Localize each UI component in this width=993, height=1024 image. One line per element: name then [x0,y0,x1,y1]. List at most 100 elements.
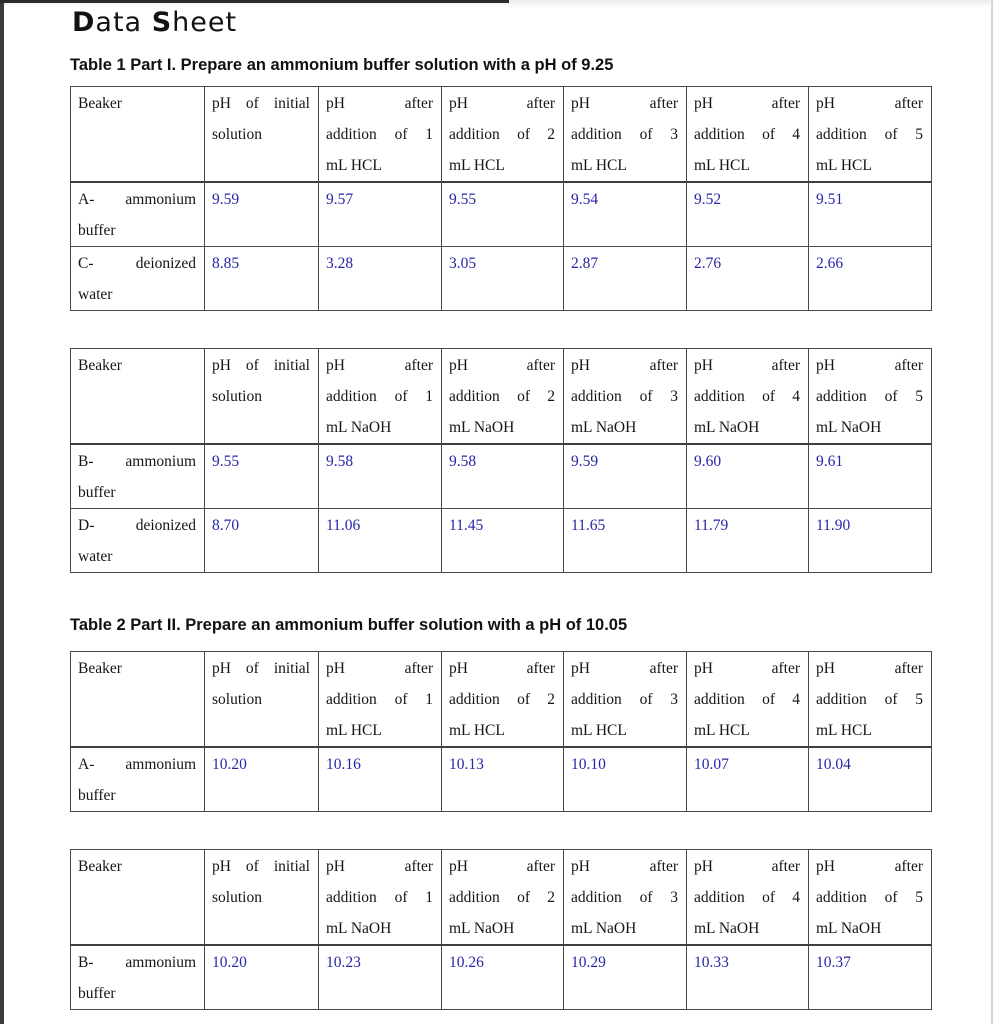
cell-text: after [404,660,433,677]
cell-line: pH after [694,350,800,381]
cell-text: pH [694,660,713,677]
cell-line: addition of 4 [694,882,800,913]
cell-text: C- [78,255,94,272]
header-cell: pH after addition of 2 mL HCL [441,651,564,748]
cell-text: Beaker [78,858,122,875]
table-section: Table 2 Part II. Prepare an ammonium buf… [70,616,932,1010]
ph-value: 11.06 [326,517,361,534]
cell-text: addition [816,889,867,906]
header-cell: pH after addition of 5 mL HCL [808,86,932,183]
cell-line: mL HCL [326,150,433,181]
header-cell: pH after addition of 3 mL NaOH [563,849,687,946]
cell-text: of [639,126,653,143]
cell-line: mL NaOH [326,412,433,443]
cell-line: addition of 5 [816,684,923,715]
cell-text: Beaker [78,660,122,677]
header-cell: Beaker [70,651,205,748]
cell-text: ammonium [125,954,196,971]
page-title: Data Sheet [72,6,931,40]
cell-line: addition of 3 [571,119,678,150]
header-cell: pH after addition of 1 mL HCL [318,86,442,183]
cell-line: addition of 1 [326,882,433,913]
cell-text: mL HCL [571,722,627,739]
cell-text: after [771,357,800,374]
cell-text: 5 [915,889,923,906]
page-top-fade [0,0,993,8]
cell-text: ammonium [125,453,196,470]
cell-text: 3 [670,889,678,906]
cell-text: solution [212,126,262,143]
cell-text: addition [694,691,745,708]
cell-line: pH after [816,851,923,882]
cell-line: C-deionized [78,248,196,279]
cell-text: 3 [670,126,678,143]
cell-line: pH after [571,88,678,119]
cell-text: addition [449,691,500,708]
cell-text: mL NaOH [326,419,392,436]
cell-text: pH [326,95,345,112]
cell-text: 1 [425,889,433,906]
cell-line: mL NaOH [326,913,433,944]
ph-value-cell: 11.65 [563,508,687,573]
top-edge-bar [0,0,509,3]
cell-text: pH [571,357,590,374]
cell-text: mL NaOH [694,419,760,436]
cell-text: after [649,660,678,677]
ph-value-cell: 9.55 [204,443,319,509]
cell-text: mL HCL [449,722,505,739]
cell-text: 5 [915,388,923,405]
cell-text: pH [449,357,468,374]
cell-text: pH [212,357,231,374]
ph-value-cell: 11.06 [318,508,442,573]
cell-text: addition [449,126,500,143]
cell-line: mL NaOH [694,913,800,944]
cell-line: pH after [571,653,678,684]
ph-value: 10.33 [694,954,729,971]
cell-line: water [78,279,196,310]
cell-text: pH [694,357,713,374]
cell-text: mL NaOH [816,920,882,937]
cell-text: of [639,388,653,405]
cell-text: 4 [792,691,800,708]
cell-line: addition of 2 [449,684,555,715]
header-cell: Beaker [70,348,205,445]
cell-text: after [649,858,678,875]
cell-line: pH of initial [212,350,310,381]
ph-value: 10.07 [694,756,729,773]
table-section: Table 1 Part I. Prepare an ammonium buff… [70,56,932,573]
ph-value-cell: 9.59 [563,443,687,509]
cell-line: addition of 4 [694,684,800,715]
cell-text: addition [694,388,745,405]
header-cell: pH of initial solution [204,348,319,445]
ph-value: 10.04 [816,756,851,773]
cell-text: pH [212,95,231,112]
page-title-segment: S [151,7,173,38]
ph-value-cell: 2.66 [808,246,932,311]
ph-value-cell: 10.16 [318,746,442,812]
cell-text: initial [273,858,310,875]
cell-text: addition [816,691,867,708]
table2-naoh: Beaker pH of initial solution pH after addition… [70,849,932,1010]
cell-text: 5 [915,126,923,143]
table-row: D-deionized water 8.70 11.06 11.45 11.65 11.79… [70,508,932,573]
cell-text: pH [449,858,468,875]
cell-text: of [762,388,775,405]
ph-value: 10.13 [449,756,484,773]
cell-text: 1 [425,388,433,405]
ph-value-cell: 10.20 [204,944,319,1010]
cell-text: mL NaOH [326,920,392,937]
cell-text: 2 [547,388,555,405]
header-cell: pH after addition of 2 mL NaOH [441,849,564,946]
cell-text: pH [816,357,835,374]
cell-line: addition of 3 [571,684,678,715]
cell-line: mL HCL [816,715,923,746]
row-label-cell: D-deionized water [70,508,205,573]
cell-line: A-ammonium [78,749,196,780]
header-cell: pH of initial solution [204,849,319,946]
cell-text: after [404,95,433,112]
table-row: A-ammonium buffer 10.20 10.16 10.13 10.10 10.0… [70,746,932,812]
cell-text: mL HCL [816,722,872,739]
ph-value: 9.59 [212,191,240,208]
ph-value-cell: 2.76 [686,246,809,311]
cell-text: ammonium [125,191,196,208]
